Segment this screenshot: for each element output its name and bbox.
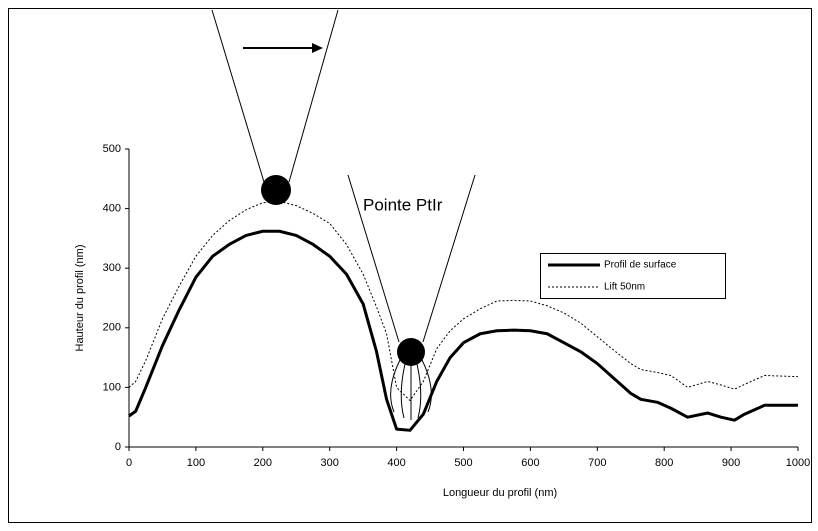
y-axis-label: Hauteur du profil (nm) xyxy=(74,245,86,352)
x-axis-label: Longueur du profil (nm) xyxy=(443,487,557,499)
x-tick-label: 0 xyxy=(126,457,132,469)
legend-label: Lift 50nm xyxy=(604,282,645,293)
frame xyxy=(8,8,812,523)
tip-drawing xyxy=(347,174,476,420)
arrow-head xyxy=(312,43,323,53)
y-tick-label: 0 xyxy=(115,441,121,453)
y-tick-label: 100 xyxy=(103,381,121,393)
x-tick-label: 700 xyxy=(588,457,606,469)
series-line xyxy=(128,229,798,432)
y-tick-label: 500 xyxy=(103,143,121,155)
tip-ball xyxy=(261,175,291,205)
y-tick-label: 400 xyxy=(103,203,121,215)
y-tick-label: 200 xyxy=(103,322,121,334)
annotation: Pointe PtIr xyxy=(363,195,443,214)
legend xyxy=(540,253,726,299)
x-tick-label: 300 xyxy=(321,457,339,469)
tip-ball xyxy=(397,338,425,366)
legend-label: Profil de surface xyxy=(604,260,677,271)
y-tick-label: 300 xyxy=(103,262,121,274)
x-tick-label: 900 xyxy=(722,457,740,469)
x-tick-label: 400 xyxy=(387,457,405,469)
x-tick-label: 500 xyxy=(454,457,472,469)
x-tick-label: 100 xyxy=(187,457,205,469)
series-line xyxy=(128,200,799,402)
x-tick-label: 800 xyxy=(655,457,673,469)
x-tick-label: 600 xyxy=(521,457,539,469)
tip-drawing xyxy=(211,9,339,183)
x-tick-label: 1000 xyxy=(786,457,810,469)
x-tick-label: 200 xyxy=(254,457,272,469)
